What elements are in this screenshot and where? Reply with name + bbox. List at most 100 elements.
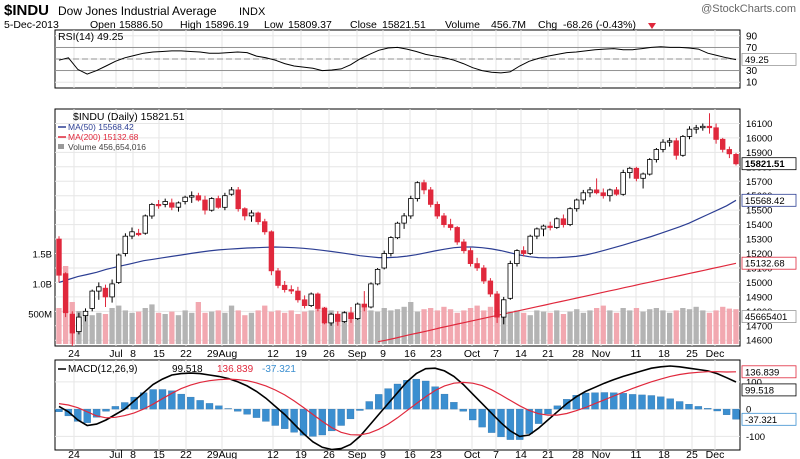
candle-body bbox=[222, 195, 228, 208]
macd-tick-label: 100 bbox=[746, 377, 762, 388]
volume-bars bbox=[56, 266, 739, 344]
candle-body bbox=[507, 263, 513, 299]
candle-body bbox=[487, 280, 494, 295]
macd-histogram-bar bbox=[713, 408, 721, 412]
open-value: 15886.50 bbox=[119, 19, 163, 31]
macd-histogram-bar bbox=[168, 390, 176, 410]
x-tick-label: 12 bbox=[267, 348, 279, 360]
candle-body bbox=[82, 310, 89, 316]
signal-value-tag-box bbox=[741, 365, 797, 379]
macd-legend-title: MACD(12,26,9) bbox=[68, 364, 137, 375]
candle-body bbox=[427, 189, 434, 205]
volume-bar bbox=[560, 314, 567, 344]
macd-histogram-bar bbox=[177, 393, 185, 410]
macd-value-tag-box bbox=[741, 383, 797, 397]
macd-histogram-bar bbox=[187, 396, 195, 410]
signal-legend-value: 136.839 bbox=[217, 364, 254, 375]
macd-x-tick-label: 28 bbox=[572, 449, 584, 459]
price-tick-label: 15400 bbox=[746, 220, 772, 231]
macd-x-tick-label: 26 bbox=[323, 449, 335, 459]
macd-histogram-bar bbox=[722, 408, 731, 415]
macd-x-tick-label: 11 bbox=[631, 449, 642, 459]
candle-body bbox=[281, 284, 288, 290]
macd-x-tick-label: 21 bbox=[542, 449, 554, 459]
volume-bar bbox=[700, 310, 706, 344]
candle-body bbox=[109, 283, 115, 298]
candle-body bbox=[720, 138, 726, 150]
value-tags: 49.25 15821.51 15568.42 15132.68 45665401 136… bbox=[741, 53, 797, 426]
high-label: High bbox=[180, 19, 202, 31]
rsi-tick-label: 90 bbox=[746, 31, 758, 42]
volume-bar bbox=[248, 312, 255, 344]
volume-bar bbox=[600, 305, 606, 344]
volume-bar bbox=[222, 312, 228, 344]
volume-bar bbox=[640, 311, 646, 344]
volume-bar bbox=[255, 310, 261, 344]
candle-body bbox=[261, 221, 268, 233]
price-tick-label: 15700 bbox=[746, 177, 772, 188]
candle-body bbox=[587, 189, 593, 194]
macd-histogram-bar bbox=[704, 408, 712, 410]
candle-body bbox=[613, 189, 620, 195]
volume-bar bbox=[720, 306, 726, 344]
price-tick-label: 14900 bbox=[746, 292, 772, 303]
candle-body bbox=[540, 225, 547, 230]
macd-histogram-bar bbox=[309, 408, 317, 437]
chart-company-name: Dow Jones Industrial Average bbox=[58, 4, 217, 18]
macd-x-tick-label: 14 bbox=[515, 449, 527, 459]
macd-histogram-bar bbox=[365, 401, 373, 410]
candle-body bbox=[401, 215, 407, 224]
x-tick-label: 14 bbox=[515, 348, 527, 360]
macd-histogram-bar bbox=[252, 408, 261, 418]
candle-body bbox=[122, 235, 128, 254]
macd-histogram-bar bbox=[102, 408, 110, 412]
macd-histogram-bar bbox=[412, 378, 420, 410]
candle-body bbox=[600, 192, 606, 197]
macd-x-tick-label: 8 bbox=[130, 449, 136, 459]
candle-body bbox=[328, 313, 334, 324]
candle-body bbox=[275, 270, 281, 286]
candle-body bbox=[288, 289, 294, 292]
volume-bar bbox=[613, 312, 620, 344]
x-tick-label: Jul bbox=[109, 348, 122, 360]
moving-average-lines bbox=[58, 199, 737, 343]
macd-histogram-bar bbox=[657, 396, 665, 410]
macd-histogram-bar bbox=[196, 400, 204, 410]
high-value: 15896.19 bbox=[205, 19, 249, 31]
macd-x-tick-label: 16 bbox=[404, 449, 416, 459]
macd-histogram-bar bbox=[572, 395, 580, 410]
volume-bar bbox=[202, 312, 208, 344]
candle-body bbox=[461, 241, 467, 252]
volume-bar bbox=[268, 311, 274, 344]
volume-tick-label: 1.5B bbox=[32, 250, 52, 261]
candle-body bbox=[341, 312, 348, 322]
volume-bar bbox=[660, 310, 666, 344]
candle-body bbox=[467, 250, 474, 265]
volume-bar bbox=[301, 311, 308, 344]
macd-histogram-bar bbox=[224, 408, 232, 410]
price-candles bbox=[56, 113, 739, 346]
macd-x-tick-label: 9 bbox=[380, 449, 386, 459]
rsi-tick-label: 30 bbox=[746, 66, 758, 77]
volume-bar bbox=[494, 309, 500, 344]
volume-bar bbox=[381, 308, 387, 344]
volume-bar bbox=[726, 308, 732, 344]
macd-histogram-bar bbox=[534, 408, 543, 424]
volume-bar bbox=[182, 310, 188, 344]
volume-bar bbox=[408, 302, 414, 344]
volume-bar bbox=[328, 310, 334, 344]
price-title: $INDU (Daily) 15821.51 bbox=[73, 111, 185, 123]
ma200-value-tag-box bbox=[741, 256, 797, 270]
macd-value-tag: 99.518 bbox=[745, 385, 774, 396]
candle-body bbox=[500, 299, 507, 318]
macd-histogram-bar bbox=[431, 386, 439, 410]
volume-bar bbox=[228, 305, 235, 344]
macd-histogram-bar bbox=[638, 394, 646, 410]
volume-bar bbox=[374, 311, 381, 344]
chart-symbol: $INDU bbox=[4, 2, 49, 19]
volume-bar bbox=[594, 308, 600, 344]
candle-body bbox=[593, 189, 600, 194]
macd-histogram-bar bbox=[581, 392, 590, 410]
volume-bar bbox=[275, 310, 281, 344]
